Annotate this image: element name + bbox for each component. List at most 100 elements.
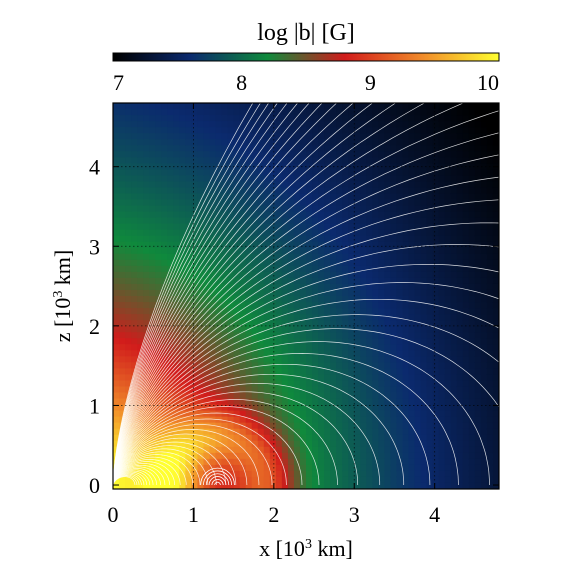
heatmap-cell [342, 320, 349, 327]
heatmap-cell [287, 127, 295, 134]
heatmap-cell [312, 157, 319, 164]
heatmap-cell [426, 157, 434, 164]
heatmap-cell [275, 440, 283, 448]
heatmap-cell [480, 187, 488, 195]
heatmap-cell [173, 121, 180, 128]
heatmap-cell [287, 217, 295, 225]
heatmap-cell [131, 199, 138, 207]
heatmap-cell [420, 145, 428, 152]
heatmap-cell [263, 217, 271, 225]
heatmap-cell [281, 277, 289, 285]
heatmap-cell [287, 265, 295, 273]
heatmap-cell [456, 205, 464, 213]
heatmap-cell [293, 362, 301, 369]
heatmap-cell [312, 199, 319, 207]
heatmap-cell [456, 235, 464, 243]
heatmap-cell [342, 265, 349, 273]
heatmap-cell [221, 205, 229, 213]
heatmap-cell [245, 404, 253, 412]
heatmap-cell [149, 398, 156, 406]
heatmap-cell [354, 368, 361, 376]
heatmap-cell [161, 163, 168, 170]
heatmap-cell [227, 283, 235, 291]
heatmap-cell [257, 374, 265, 382]
heatmap-cell [378, 217, 386, 225]
heatmap-cell [342, 145, 349, 152]
heatmap-cell [432, 440, 440, 448]
heatmap-cell [179, 139, 186, 146]
heatmap-cell [137, 127, 144, 134]
heatmap-cell [450, 440, 458, 448]
heatmap-cell [414, 422, 422, 430]
field-line [113, 132, 499, 485]
heatmap-cell [239, 109, 247, 116]
heatmap-cell [233, 338, 241, 345]
heatmap-cell [312, 229, 319, 237]
heatmap-cell [257, 344, 265, 351]
heatmap-cell [444, 470, 452, 478]
heatmap-cell [179, 229, 186, 237]
heatmap-cell [239, 187, 247, 195]
heatmap-cell [360, 380, 367, 388]
heatmap-cell [372, 139, 379, 146]
heatmap-cell [420, 181, 428, 189]
heatmap-cell [185, 410, 193, 418]
heatmap-cell [342, 175, 349, 183]
heatmap-cell [306, 121, 313, 128]
heatmap-cell [125, 109, 132, 116]
heatmap-cell [480, 151, 488, 158]
heatmap-cell [113, 320, 120, 327]
heatmap-cell [269, 157, 277, 164]
heatmap-cell [342, 127, 349, 134]
heatmap-cell [408, 235, 416, 243]
heatmap-cell [179, 476, 186, 484]
heatmap-cell [275, 410, 283, 418]
heatmap-cell [227, 211, 235, 219]
heatmap-cell [432, 253, 440, 261]
heatmap-cell [293, 392, 301, 400]
heatmap-cell [113, 326, 120, 333]
heatmap-cell [432, 247, 440, 255]
heatmap-cell [143, 271, 150, 279]
heatmap-cell [293, 338, 301, 345]
colorbar-tick-label: 9 [365, 70, 376, 95]
heatmap-cell [354, 181, 361, 189]
heatmap-cell [191, 283, 199, 291]
heatmap-cell [396, 338, 404, 345]
heatmap-cell [263, 235, 271, 243]
heatmap-cell [396, 362, 404, 369]
heatmap-cell [306, 314, 313, 321]
heatmap-cell [480, 356, 488, 363]
heatmap-cell [324, 127, 331, 134]
heatmap-cell [221, 380, 229, 388]
heatmap-cell [468, 229, 476, 237]
heatmap-cell [251, 169, 259, 176]
heatmap-cell [438, 392, 446, 400]
heatmap-cell [251, 283, 259, 291]
heatmap-cell [396, 410, 404, 418]
heatmap-cell [215, 338, 223, 345]
heatmap-cell [119, 151, 126, 158]
heatmap-cell [191, 199, 199, 207]
heatmap-cell [239, 332, 247, 339]
heatmap-cell [342, 259, 349, 267]
heatmap-cell [426, 145, 434, 152]
heatmap-cell [492, 374, 499, 382]
heatmap-cell [354, 235, 361, 243]
heatmap-cell [281, 464, 289, 472]
heatmap-cell [113, 368, 120, 376]
heatmap-cell [293, 332, 301, 339]
heatmap-cell [414, 440, 422, 448]
heatmap-cell [161, 235, 168, 243]
heatmap-cell [426, 271, 434, 279]
heatmap-cell [113, 440, 120, 448]
heatmap-cell [372, 476, 379, 484]
heatmap-cell [390, 386, 398, 394]
heatmap-cell [173, 211, 180, 219]
heatmap-cell [408, 326, 416, 333]
heatmap-cell [432, 326, 440, 333]
heatmap-cell [155, 392, 162, 400]
heatmap-cell [179, 151, 186, 158]
heatmap-cell [233, 235, 241, 243]
heatmap-cell [275, 169, 283, 176]
